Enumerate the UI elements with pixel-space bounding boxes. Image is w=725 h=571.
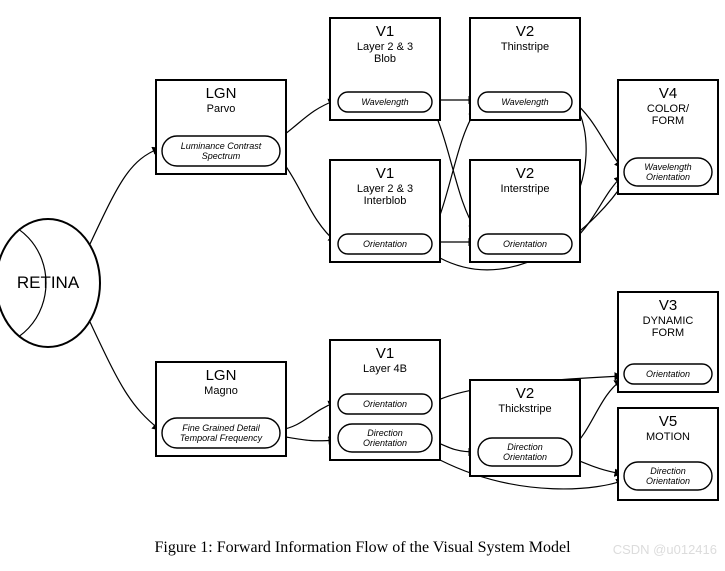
pill-text: Direction — [650, 466, 686, 476]
edge — [90, 148, 160, 244]
node-subtitle: FORM — [652, 115, 684, 127]
node-v2_interstripe: V2Interstripe Orientation — [470, 160, 580, 262]
node-v5: V5MOTION DirectionOrientation — [618, 408, 718, 500]
pill-text: Orientation — [646, 172, 690, 182]
pill-text: Direction — [507, 442, 543, 452]
pill-text: Orientation — [646, 476, 690, 486]
node-title: V1 — [376, 165, 394, 182]
node-title: V2 — [516, 165, 534, 182]
pill-text: Fine Grained Detail — [182, 423, 261, 433]
node-title: LGN — [206, 367, 237, 384]
node-subtitle: Parvo — [207, 103, 236, 115]
node-title: V3 — [659, 297, 677, 314]
edge — [280, 158, 336, 242]
node-subtitle: Layer 4B — [363, 363, 407, 375]
pill-text: Orientation — [363, 239, 407, 249]
node-subtitle: Layer 2 & 3 — [357, 183, 413, 195]
pill-text: Luminance Contrast — [181, 141, 262, 151]
pill-text: Wavelength — [361, 97, 408, 107]
node-subtitle: Thickstripe — [498, 403, 551, 415]
node-subtitle: COLOR/ — [647, 103, 690, 115]
edge — [280, 436, 336, 441]
node-subtitle: Layer 2 & 3 — [357, 41, 413, 53]
edge — [280, 100, 336, 138]
node-v1_interblob: V1Layer 2 & 3Interblob Orientation — [330, 160, 440, 262]
node-title: V1 — [376, 23, 394, 40]
node-v1_blob: V1Layer 2 & 3Blob Wavelength — [330, 18, 440, 120]
figure-caption: Figure 1: Forward Information Flow of th… — [154, 539, 571, 556]
node-v2_thickstripe: V2Thickstripe DirectionOrientation — [470, 380, 580, 476]
node-lgn_parvo: LGNParvo Luminance ContrastSpectrum — [156, 80, 286, 174]
node-v3: V3DYNAMICFORM Orientation — [618, 292, 718, 392]
retina-label: RETINA — [17, 273, 80, 292]
pill-text: Direction — [367, 428, 403, 438]
pill-text: Orientation — [363, 399, 407, 409]
node-subtitle: MOTION — [646, 431, 690, 443]
edge — [280, 402, 336, 430]
node-title: V5 — [659, 413, 677, 430]
node-title: V2 — [516, 385, 534, 402]
node-v4: V4COLOR/FORM WavelengthOrientation — [618, 80, 718, 194]
pill-text: Orientation — [646, 369, 690, 379]
node-subtitle: Interstripe — [501, 183, 550, 195]
node-subtitle: Interblob — [364, 195, 407, 207]
pill-text: Orientation — [363, 438, 407, 448]
node-subtitle: Blob — [374, 53, 396, 65]
pill-text: Temporal Frequency — [180, 433, 263, 443]
node-subtitle: DYNAMIC — [643, 315, 694, 327]
node-subtitle: FORM — [652, 327, 684, 339]
node-subtitle: Magno — [204, 385, 238, 397]
pill-text: Orientation — [503, 239, 547, 249]
node-title: V4 — [659, 85, 677, 102]
pill-text: Orientation — [503, 452, 547, 462]
pill-text: Wavelength — [644, 162, 691, 172]
pill-text: Spectrum — [202, 151, 241, 161]
node-title: LGN — [206, 85, 237, 102]
node-v2_thinstripe: V2Thinstripe Wavelength — [470, 18, 580, 120]
node-title: V1 — [376, 345, 394, 362]
node-title: V2 — [516, 23, 534, 40]
retina-node: RETINA — [0, 219, 100, 347]
node-lgn_magno: LGNMagno Fine Grained DetailTemporal Freq… — [156, 362, 286, 456]
pill-text: Wavelength — [501, 97, 548, 107]
node-subtitle: Thinstripe — [501, 41, 549, 53]
node-v1_4b: V1Layer 4BOrientationDirectionOrientatio… — [330, 340, 440, 460]
watermark: CSDN @u012416 — [613, 542, 717, 557]
edge — [90, 322, 160, 430]
